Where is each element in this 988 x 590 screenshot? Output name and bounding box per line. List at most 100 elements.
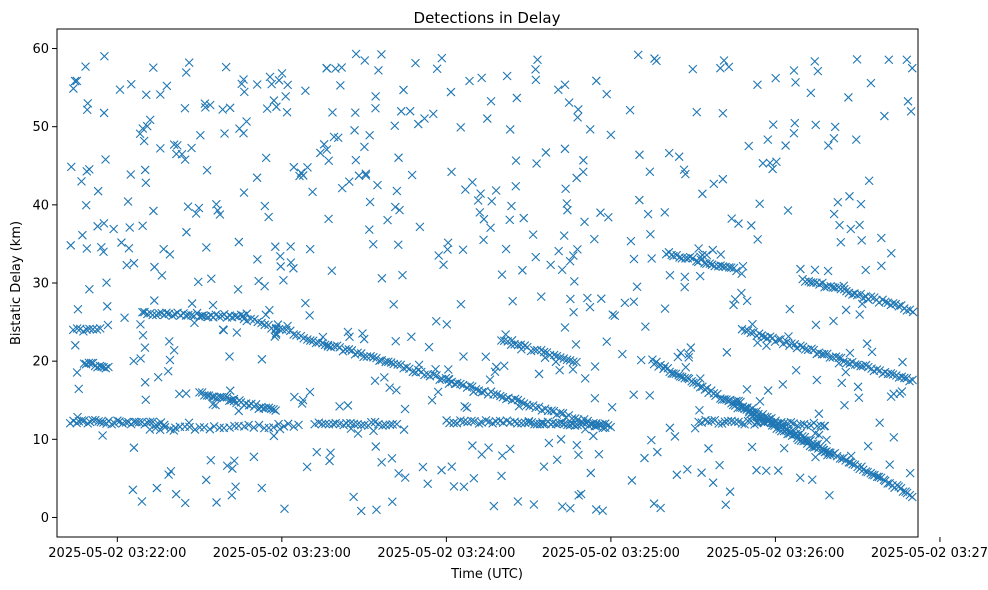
data-point [193, 277, 203, 287]
data-point [386, 358, 396, 367]
data-point [360, 56, 370, 65]
data-point [814, 409, 824, 419]
data-point [257, 483, 267, 493]
data-point [84, 358, 94, 368]
data-point [569, 307, 578, 317]
data-point [358, 329, 367, 338]
data-point [791, 365, 801, 375]
data-point [531, 403, 541, 413]
data-point [447, 462, 457, 472]
data-point [152, 483, 162, 493]
data-point [690, 423, 700, 433]
data-point [728, 400, 738, 410]
data-point [164, 336, 174, 346]
data-point [353, 429, 363, 438]
data-point [845, 359, 855, 368]
data-point [165, 355, 175, 365]
data-point [556, 408, 565, 418]
data-point [823, 266, 833, 276]
data-point [270, 332, 280, 341]
data-point [324, 214, 333, 224]
data-point [536, 292, 546, 302]
data-point [519, 213, 529, 223]
data-point [388, 419, 398, 429]
data-point [652, 447, 662, 457]
data-point [218, 325, 228, 335]
data-point [861, 265, 871, 275]
data-point [142, 121, 152, 131]
data-point [420, 370, 429, 380]
data-point [365, 130, 375, 140]
data-point [145, 417, 155, 427]
data-point [715, 460, 724, 470]
data-point [533, 55, 542, 65]
data-point [836, 353, 846, 363]
data-point [562, 199, 572, 208]
data-point [844, 93, 853, 102]
data-point [718, 174, 728, 184]
data-point [431, 316, 441, 326]
data-point [652, 357, 661, 367]
data-point [505, 215, 515, 225]
data-point [681, 169, 690, 179]
data-point [315, 148, 325, 158]
data-point [139, 136, 149, 146]
data-point [888, 370, 898, 379]
data-point [856, 289, 866, 299]
data-point [271, 323, 281, 333]
data-point [303, 163, 312, 172]
data-point [531, 64, 540, 74]
data-point [734, 219, 743, 228]
data-point [159, 244, 169, 254]
data-point [237, 79, 247, 89]
data-point [372, 505, 381, 515]
data-point [773, 466, 783, 475]
data-point [767, 413, 776, 423]
data-point [289, 263, 298, 273]
data-point [174, 389, 184, 399]
data-point [776, 335, 785, 344]
data-point [187, 143, 196, 153]
data-point [568, 364, 578, 374]
data-point [138, 330, 148, 340]
data-point [555, 365, 565, 375]
data-point [251, 399, 261, 409]
data-point [784, 332, 793, 341]
data-point [447, 167, 456, 177]
data-point [487, 196, 497, 206]
data-point [371, 92, 381, 101]
data-point [249, 452, 259, 462]
data-point [260, 281, 270, 291]
data-point [368, 239, 378, 249]
data-point [117, 238, 126, 247]
data-point [872, 365, 882, 374]
data-point [671, 369, 681, 379]
data-point [157, 271, 167, 280]
data-point [507, 201, 516, 211]
data-point [634, 195, 644, 205]
data-point [350, 108, 360, 118]
data-point [603, 212, 613, 222]
data-point [482, 114, 492, 123]
data-point [201, 243, 211, 252]
data-point [665, 270, 675, 280]
data-point [511, 156, 521, 166]
data-point [585, 124, 595, 134]
data-point [69, 84, 78, 93]
data-point [746, 328, 756, 338]
data-point [541, 148, 551, 157]
data-point [786, 417, 796, 427]
data-point [96, 417, 106, 427]
data-point [898, 357, 907, 367]
data-point [676, 348, 686, 358]
data-point [532, 159, 541, 168]
data-point [886, 248, 896, 258]
data-point [162, 308, 171, 318]
data-point [650, 54, 659, 63]
data-point [578, 155, 588, 165]
data-point [469, 473, 479, 483]
data-point [835, 220, 844, 230]
data-point [230, 311, 240, 321]
data-point [234, 406, 244, 416]
data-point [692, 107, 702, 117]
